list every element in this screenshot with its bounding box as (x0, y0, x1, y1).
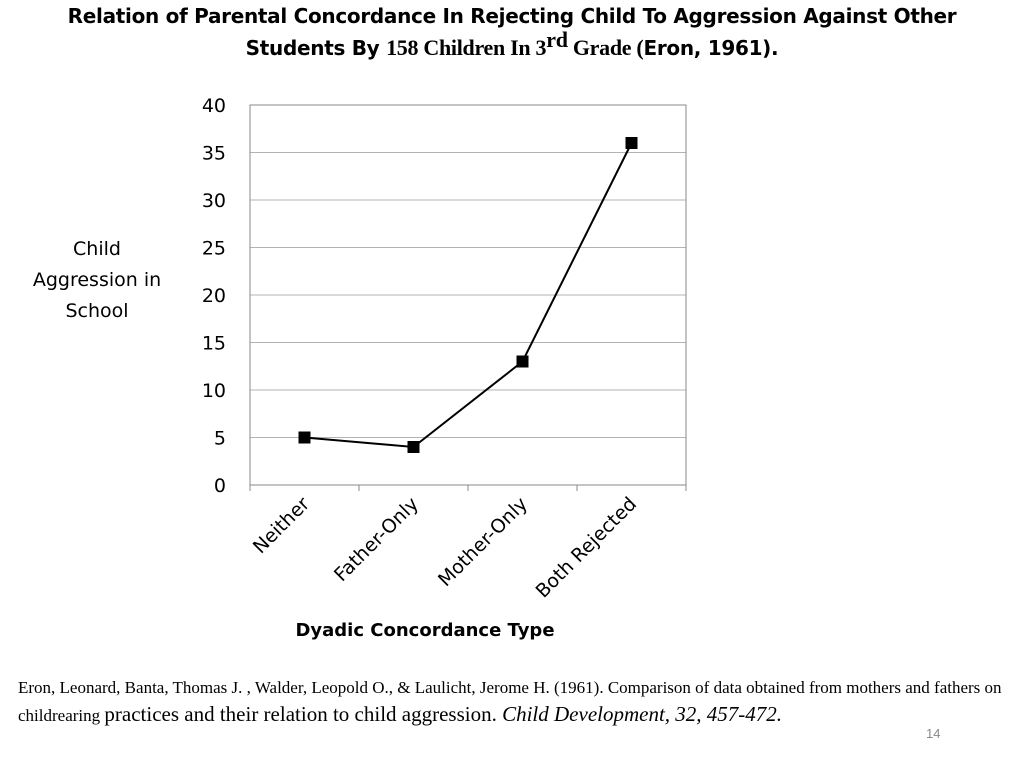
x-tick-label: Both Rejected (532, 493, 641, 602)
page-number: 14 (926, 726, 941, 741)
title-line-1: Relation of Parental Concordance In Reje… (67, 4, 957, 28)
x-tick-label: Neither (249, 493, 314, 558)
citation-part-1: Eron, Leonard, Banta, Thomas J. , Walder… (18, 678, 1002, 725)
data-point (516, 355, 529, 368)
title-line-2-end: Eron, 1961). (643, 36, 779, 60)
x-tick-label: Father-Only (330, 493, 423, 586)
citation-journal: Child Development, 32, 457-472. (502, 702, 783, 726)
x-axis-label: Dyadic Concordance Type (295, 620, 555, 641)
y-tick-label: 30 (202, 190, 226, 212)
y-axis-label: Child Aggression in School (32, 238, 162, 322)
title-line-2: Students By 158 Children In 3rd Grade (E… (0, 29, 1024, 64)
y-tick-label: 40 (202, 95, 226, 117)
y-tick-label: 10 (202, 380, 226, 402)
citation-part-2: practices and their relation to child ag… (104, 702, 503, 726)
citation: Eron, Leonard, Banta, Thomas J. , Walder… (18, 674, 1008, 729)
x-tick-label: Mother-Only (434, 493, 532, 591)
title-line-2-start: Students By (245, 36, 387, 60)
data-point (298, 431, 311, 444)
line-chart: 0 5 10 15 20 25 30 35 40 Neither Father-Only Mother… (202, 95, 687, 602)
y-tick-label: 15 (202, 333, 226, 355)
title-superscript: rd (546, 27, 568, 52)
data-point (625, 137, 638, 149)
chart-title: Relation of Parental Concordance In Reje… (0, 0, 1024, 64)
y-tick-label: 25 (202, 238, 226, 260)
y-tick-label: 0 (214, 475, 226, 497)
data-point (407, 441, 420, 453)
title-line-2-serif-end: Grade ( (567, 35, 644, 60)
y-tick-label: 20 (202, 285, 226, 307)
y-tick-label: 35 (202, 143, 226, 165)
y-tick-label: 5 (214, 428, 226, 450)
series-line (304, 142, 633, 449)
title-line-2-serif: 158 Children In 3 (386, 35, 547, 60)
